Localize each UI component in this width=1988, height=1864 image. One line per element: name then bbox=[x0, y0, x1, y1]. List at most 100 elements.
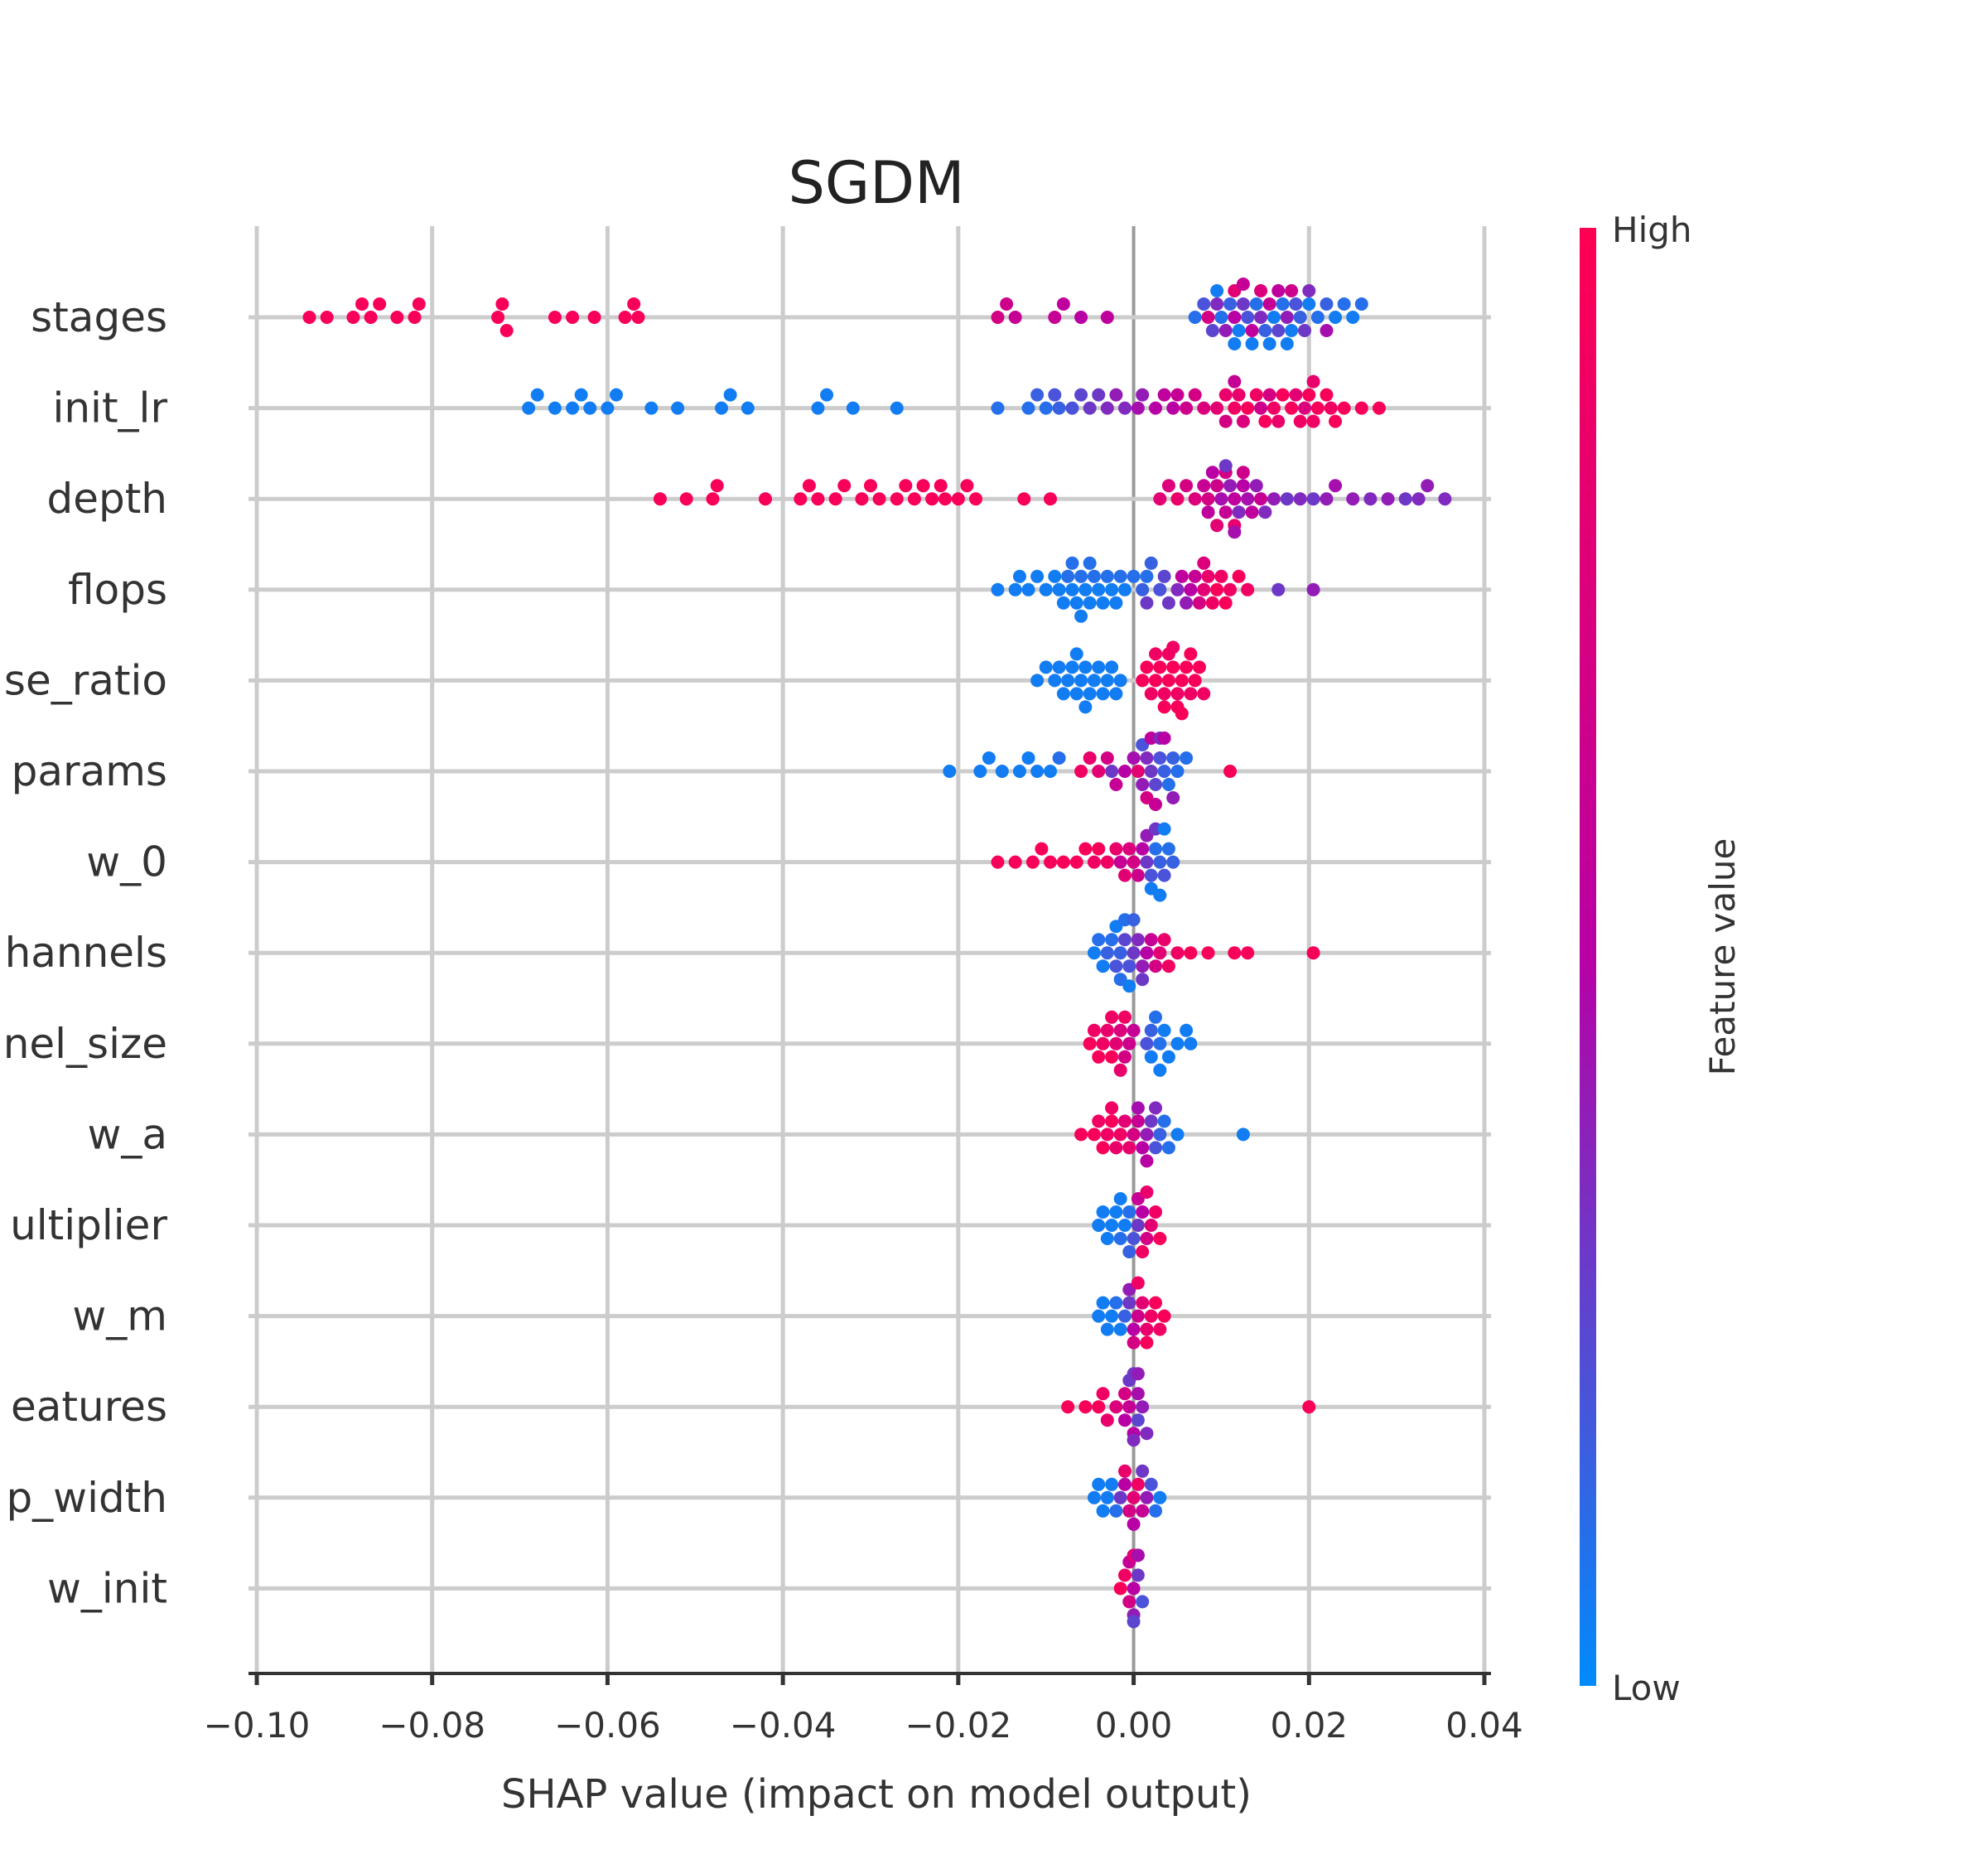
shap-point-w_m-12 bbox=[1144, 1309, 1158, 1323]
shap-point-init_lr-67 bbox=[1297, 401, 1311, 415]
feature-label-12: eatures bbox=[11, 1383, 167, 1431]
shap-point-stages-26 bbox=[1197, 297, 1211, 311]
shap-point-out_channels-12 bbox=[1140, 946, 1154, 960]
shap-point-group_width-18 bbox=[1136, 1464, 1150, 1478]
shap-point-init_lr-27 bbox=[1100, 401, 1114, 415]
shap-point-w_a-20 bbox=[1236, 1128, 1250, 1142]
shap-point-w_0-28 bbox=[1166, 855, 1180, 869]
shap-point-w_0-12 bbox=[1117, 868, 1132, 882]
feature-label-7: hannels bbox=[5, 929, 167, 977]
shap-point-init_lr-19 bbox=[1030, 388, 1045, 402]
shap-point-out_channels-26 bbox=[1127, 913, 1141, 927]
shap-point-bottleneck_multiplier_2-19 bbox=[1122, 1245, 1136, 1258]
shap-point-depth-63 bbox=[1228, 525, 1242, 539]
shap-point-params-0 bbox=[943, 765, 957, 778]
shap-point-flops-45 bbox=[1306, 582, 1320, 596]
shap-point-params-9 bbox=[1074, 765, 1088, 778]
shap-point-stages-21 bbox=[1048, 311, 1062, 324]
colorbar: High Low Feature value bbox=[1580, 210, 1743, 1708]
colorbar-title: Feature value bbox=[1702, 838, 1743, 1076]
shap-point-stages-66 bbox=[1280, 337, 1294, 350]
shap-point-w_0-5 bbox=[1056, 855, 1070, 869]
shap-point-depth-2 bbox=[706, 492, 720, 506]
shap-point-depth-14 bbox=[899, 479, 913, 493]
shap-point-depth-61 bbox=[1254, 492, 1268, 506]
shap-point-bottleneck_multiplier-16 bbox=[1166, 640, 1180, 654]
shap-point-out_channels-14 bbox=[1149, 959, 1163, 973]
shap-point-params-18 bbox=[1144, 765, 1158, 778]
shap-point-bottleneck_multiplier_2-4 bbox=[1109, 1205, 1123, 1219]
shap-point-depth-17 bbox=[925, 492, 939, 506]
shap-point-depth-18 bbox=[934, 479, 948, 493]
shap-point-init_lr-30 bbox=[1131, 401, 1145, 415]
shap-point-init_lr-60 bbox=[1254, 401, 1268, 415]
shap-point-w_a-19 bbox=[1170, 1128, 1185, 1142]
shap-point-w_0-20 bbox=[1161, 842, 1175, 856]
x-axis: −0.10 −0.08 −0.06 −0.04 −0.02 0.00 0.02 0.04 bbox=[204, 1672, 1523, 1746]
shap-point-group_width-11 bbox=[1136, 1504, 1150, 1518]
shap-point-stages-12 bbox=[548, 311, 562, 324]
colorbar-high-label: High bbox=[1612, 210, 1692, 250]
shap-point-init_lr-56 bbox=[1354, 401, 1368, 415]
shap-point-w_a-6 bbox=[1109, 1141, 1123, 1155]
shap-point-w_m-16 bbox=[1140, 1335, 1154, 1350]
shap-point-init_lr-24 bbox=[1074, 388, 1088, 402]
shap-point-depth-62 bbox=[1201, 505, 1215, 519]
shap-point-init_lr-26 bbox=[1092, 388, 1106, 402]
shap-point-stages-33 bbox=[1232, 324, 1246, 337]
shap-point-bottleneck_multiplier-4 bbox=[1153, 660, 1167, 674]
shap-point-depth-55 bbox=[1438, 492, 1452, 506]
shap-point-features-11 bbox=[1140, 1427, 1154, 1441]
shap-point-group_width-5 bbox=[1109, 1504, 1123, 1518]
shap-point-bottleneck_multiplier_2-11 bbox=[1140, 1232, 1154, 1245]
shap-point-bottleneck_multiplier-24 bbox=[1048, 674, 1062, 688]
shap-point-w_0-6 bbox=[1069, 855, 1083, 869]
shap-point-depth-15 bbox=[907, 492, 921, 506]
shap-point-bottleneck_multiplier-39 bbox=[1113, 674, 1127, 688]
shap-point-w_init-5 bbox=[1136, 1595, 1150, 1609]
shap-point-bottleneck_multiplier_2-18 bbox=[1113, 1192, 1127, 1205]
shap-point-init_lr-51 bbox=[1306, 414, 1320, 428]
shap-point-stages-17 bbox=[631, 311, 645, 324]
shap-point-kernel_size-17 bbox=[1170, 1036, 1185, 1050]
shap-point-out_channels-17 bbox=[1161, 959, 1175, 973]
shap-point-w_a-0 bbox=[1074, 1128, 1088, 1142]
shap-point-w_0-27 bbox=[1153, 888, 1167, 902]
shap-point-init_lr-36 bbox=[1180, 401, 1194, 415]
shap-point-flops-28 bbox=[1157, 569, 1171, 583]
shap-point-flops-1 bbox=[1008, 582, 1022, 596]
shap-point-bottleneck_multiplier-37 bbox=[1105, 660, 1119, 674]
shap-point-w_a-22 bbox=[1149, 1101, 1163, 1115]
shap-point-bottleneck_multiplier-28 bbox=[1065, 660, 1079, 674]
shap-point-init_lr-66 bbox=[1262, 388, 1276, 402]
shap-point-depth-20 bbox=[951, 492, 965, 506]
shap-point-bottleneck_multiplier_2-3 bbox=[1105, 1219, 1119, 1232]
feature-label-14: w_init bbox=[47, 1564, 167, 1612]
shap-point-w_a-17 bbox=[1157, 1114, 1171, 1128]
shap-point-stages-54 bbox=[1346, 311, 1360, 324]
shap-point-init_lr-29 bbox=[1117, 401, 1132, 415]
shap-point-kernel_size-10 bbox=[1127, 1023, 1141, 1037]
shap-point-out_channels-10 bbox=[1131, 933, 1145, 947]
shap-point-w_0-18 bbox=[1153, 855, 1167, 869]
shap-point-w_init-10 bbox=[1131, 1548, 1145, 1562]
shap-point-stages-51 bbox=[1320, 297, 1334, 311]
shap-point-flops-9 bbox=[1061, 569, 1075, 583]
shap-point-init_lr-3 bbox=[566, 401, 580, 415]
shap-point-kernel_size-15 bbox=[1157, 1023, 1171, 1037]
shap-point-init_lr-55 bbox=[1337, 401, 1351, 415]
shap-point-flops-7 bbox=[1052, 582, 1066, 596]
shap-point-init_lr-40 bbox=[1218, 388, 1233, 402]
feature-label-2: depth bbox=[46, 475, 167, 523]
shap-point-stages-47 bbox=[1293, 311, 1307, 324]
shap-point-params-20 bbox=[1153, 751, 1167, 765]
shap-point-kernel_size-14 bbox=[1153, 1036, 1167, 1050]
feature-label-5: params bbox=[12, 747, 167, 795]
shap-point-stages-16 bbox=[627, 297, 641, 311]
shap-point-stages-53 bbox=[1337, 297, 1351, 311]
shap-point-stages-42 bbox=[1271, 324, 1286, 337]
shap-point-features-10 bbox=[1136, 1400, 1150, 1414]
shap-point-init_lr-52 bbox=[1310, 401, 1325, 415]
